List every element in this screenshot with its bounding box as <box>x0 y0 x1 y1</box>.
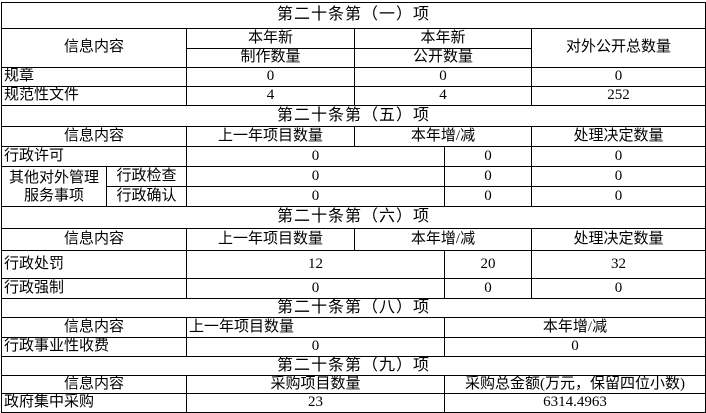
section-item5-table: 第二十条第（五）项 信息内容 上一年项目数量 本年增/减 处理决定数量 行政许可… <box>0 105 706 207</box>
cell-value: 20 <box>444 250 532 279</box>
col-header-prev-year: 上一年项目数量 <box>186 228 355 251</box>
row-label-xingzheng-queren: 行政确认 <box>106 186 187 207</box>
row-label-shiyexing-shoufei: 行政事业性收费 <box>1 337 187 357</box>
cell-value: 32 <box>531 250 706 279</box>
cell-value: 6314.4963 <box>443 393 706 413</box>
row-label-xingzheng-chufa: 行政处罚 <box>1 250 187 279</box>
col-header-prev-year: 上一年项目数量 <box>186 317 445 339</box>
table-row: 规章 0 0 0 <box>1 67 706 87</box>
cell-value: 252 <box>530 86 706 106</box>
cell-value: 12 <box>186 250 445 279</box>
cell-value: 0 <box>186 166 445 187</box>
table-row: 行政事业性收费 0 0 <box>1 337 706 357</box>
col-header-info: 信息内容 <box>1 317 187 339</box>
cell-value: 0 <box>443 337 706 357</box>
table-row: 行政处罚 12 20 32 <box>1 250 706 279</box>
cell-value: 4 <box>354 86 532 106</box>
cell-value: 0 <box>186 278 445 299</box>
section-item1-table: 第二十条第（一）项 信息内容 本年新 本年新 对外公开总数量 制作数量 公开数量… <box>0 2 706 106</box>
col-header-decisions: 处理决定数量 <box>531 228 706 251</box>
col-header-info: 信息内容 <box>1 126 187 147</box>
section-title: 第二十条第（一）项 <box>0 2 706 29</box>
cell-value: 0 <box>444 278 532 299</box>
col-header-info: 信息内容 <box>1 375 187 395</box>
cell-value: 0 <box>530 186 706 207</box>
col-header-change: 本年增/减 <box>443 317 706 339</box>
table-row: 行政强制 0 0 0 <box>1 278 706 299</box>
table-row: 规范性文件 4 4 252 <box>1 86 706 106</box>
section-item6-table: 第二十条第（六）项 信息内容 上一年项目数量 本年增/减 处理决定数量 行政处罚… <box>1 206 706 299</box>
cell-value: 0 <box>186 67 355 87</box>
section-item8-table: 第二十条第（八）项 信息内容 上一年项目数量 本年增/减 行政事业性收费 0 0 <box>0 297 706 357</box>
cell-value: 0 <box>444 146 532 167</box>
row-label-xingzheng-jiancha: 行政检查 <box>106 166 187 187</box>
cell-value: 0 <box>444 186 532 207</box>
table-row: 行政确认 0 0 0 <box>2 186 706 207</box>
cell-value: 0 <box>186 146 445 167</box>
table-row: 其他对外管理服务事项 行政检查 0 0 0 <box>1 166 706 207</box>
row-label-guifanxing-wenjian: 规范性文件 <box>1 86 187 106</box>
col-header-info: 信息内容 <box>1 28 187 68</box>
cell-value: 0 <box>186 186 445 207</box>
section-title: 第二十条第（八）项 <box>0 297 706 319</box>
section-item9-table: 第二十条第（九）项 信息内容 采购项目数量 采购总金额(万元，保留四位小数) 政… <box>0 355 706 413</box>
cell-value: 23 <box>186 393 445 413</box>
cell-value: 4 <box>186 86 355 106</box>
cell-value: 0 <box>530 67 706 87</box>
col-header-new-open-line2: 公开数量 <box>354 48 532 68</box>
table-row: 行政许可 0 0 0 <box>1 146 706 167</box>
col-header-total-open: 对外公开总数量 <box>530 28 706 68</box>
row-label-xingzheng-qiangzhi: 行政强制 <box>1 278 187 299</box>
row-label-xingzheng-xuke: 行政许可 <box>1 146 187 167</box>
cell-value: 0 <box>530 166 706 187</box>
section-title: 第二十条第（六）项 <box>1 206 706 229</box>
col-header-prev-year: 上一年项目数量 <box>186 126 355 147</box>
row-label-jizhong-caigou: 政府集中采购 <box>1 393 187 413</box>
col-header-change: 本年增/减 <box>354 228 532 251</box>
group-label-other-services: 其他对外管理服务事项 <box>1 166 107 207</box>
col-header-procurement-count: 采购项目数量 <box>186 375 445 395</box>
col-header-change: 本年增/减 <box>354 126 532 147</box>
section-title: 第二十条第（五）项 <box>0 105 706 127</box>
cell-value: 0 <box>186 337 445 357</box>
col-header-procurement-amount: 采购总金额(万元，保留四位小数) <box>443 375 706 395</box>
cell-value: 0 <box>444 166 532 187</box>
col-header-new-make-line2: 制作数量 <box>186 48 355 68</box>
table-row: 政府集中采购 23 6314.4963 <box>1 393 706 413</box>
col-header-new-open-line1: 本年新 <box>354 28 532 49</box>
cell-value: 0 <box>530 146 706 167</box>
col-header-info: 信息内容 <box>1 228 187 251</box>
cell-value: 0 <box>354 67 532 87</box>
cell-value: 0 <box>531 278 706 299</box>
col-header-decisions: 处理决定数量 <box>530 126 706 147</box>
section-title: 第二十条第（九）项 <box>0 355 706 377</box>
col-header-new-make-line1: 本年新 <box>186 28 355 49</box>
row-label-guizhang: 规章 <box>1 67 187 87</box>
